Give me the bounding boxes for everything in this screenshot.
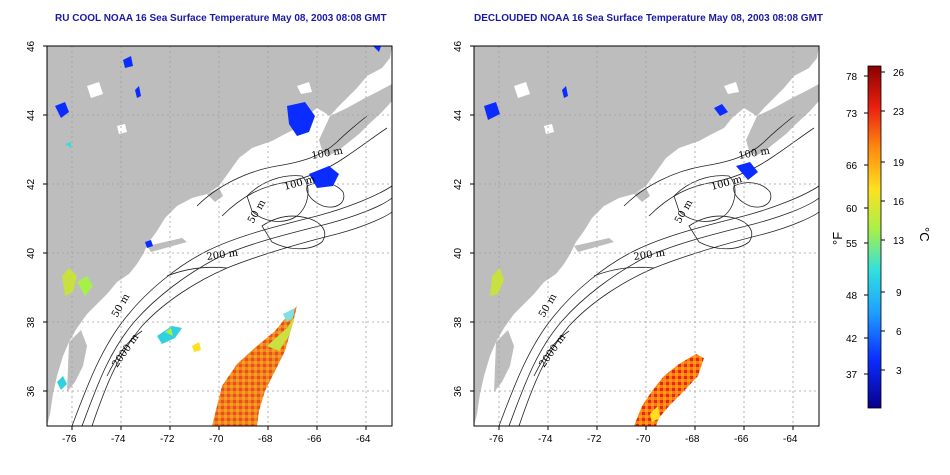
left-sst-patches (55, 46, 381, 426)
celsius-tick: 16 (893, 197, 905, 208)
x-tick-label: -74 (538, 434, 553, 445)
right-panel-title: DECLOUDED NOAA 16 Sea Surface Temperatur… (474, 13, 823, 24)
celsius-tick: 19 (893, 158, 905, 169)
fahrenheit-tick: 66 (846, 161, 858, 172)
celsius-tick: 9 (896, 288, 902, 299)
x-tick-label: -76 (62, 434, 77, 445)
celsius-tick: 26 (893, 68, 905, 79)
y-tick-label: 46 (26, 40, 37, 52)
colorbar-gradient (867, 65, 882, 409)
y-tick-label: 40 (26, 247, 37, 259)
x-tick-label: -70 (209, 434, 224, 445)
contour-label: 200 m (633, 248, 666, 263)
x-tick-label: -72 (160, 434, 175, 445)
fahrenheit-tick: 37 (846, 370, 858, 381)
y-tick-label: 42 (26, 178, 37, 190)
y-tick-label: 44 (26, 109, 37, 121)
colorbar: 78 73 66 60 55 48 42 37 26 23 19 16 13 9… (830, 65, 932, 409)
colorbar-unit-fahrenheit: °F (830, 232, 845, 245)
colorbar-celsius-ticks: 26 23 19 16 13 9 6 3 (881, 68, 905, 377)
fahrenheit-tick: 42 (846, 334, 858, 345)
fahrenheit-tick: 55 (846, 239, 858, 250)
celsius-tick: 23 (893, 107, 905, 118)
y-tick-label: 36 (453, 385, 464, 397)
y-tick-label: 42 (453, 178, 464, 190)
right-grid (474, 46, 819, 426)
x-tick-label: -76 (489, 434, 504, 445)
fahrenheit-tick: 78 (846, 72, 858, 83)
left-map-panel: 100 m 100 m 50 m 200 m 50 m 2000 m (46, 45, 393, 427)
right-x-axis: -76 -74 -72 -70 -68 -66 -64 (489, 426, 798, 445)
fahrenheit-tick: 60 (846, 204, 858, 215)
right-y-axis: 36 38 40 42 44 46 (453, 40, 474, 397)
x-tick-label: -66 (307, 434, 322, 445)
x-tick-label: -72 (587, 434, 602, 445)
y-tick-label: 44 (453, 109, 464, 121)
colorbar-fahrenheit-ticks: 78 73 66 60 55 48 42 37 (846, 72, 868, 381)
right-sst-patches (484, 86, 758, 426)
x-tick-label: -64 (783, 434, 798, 445)
celsius-tick: 3 (896, 366, 902, 377)
x-tick-label: -64 (356, 434, 371, 445)
y-tick-label: 40 (453, 247, 464, 259)
right-map-panel: 100 m 100 m 50 m 200 m 50 m 2000 m (473, 45, 820, 427)
x-tick-label: -74 (111, 434, 126, 445)
colorbar-unit-celsius: °C (917, 227, 932, 242)
celsius-tick: 6 (896, 327, 902, 338)
x-tick-label: -66 (734, 434, 749, 445)
left-panel-title: RU COOL NOAA 16 Sea Surface Temperature … (55, 13, 387, 24)
left-y-axis: 36 38 40 42 44 46 (26, 40, 47, 397)
x-tick-label: -68 (258, 434, 273, 445)
fahrenheit-tick: 48 (846, 291, 858, 302)
y-tick-label: 38 (26, 316, 37, 328)
contour-label: 200 m (206, 248, 239, 263)
x-tick-label: -68 (685, 434, 700, 445)
x-tick-label: -70 (636, 434, 651, 445)
fahrenheit-tick: 73 (846, 109, 858, 120)
y-tick-label: 46 (453, 40, 464, 52)
left-grid (47, 46, 392, 426)
y-tick-label: 36 (26, 385, 37, 397)
y-tick-label: 38 (453, 316, 464, 328)
left-x-axis: -76 -74 -72 -70 -68 -66 -64 (62, 426, 371, 445)
celsius-tick: 13 (893, 236, 905, 247)
